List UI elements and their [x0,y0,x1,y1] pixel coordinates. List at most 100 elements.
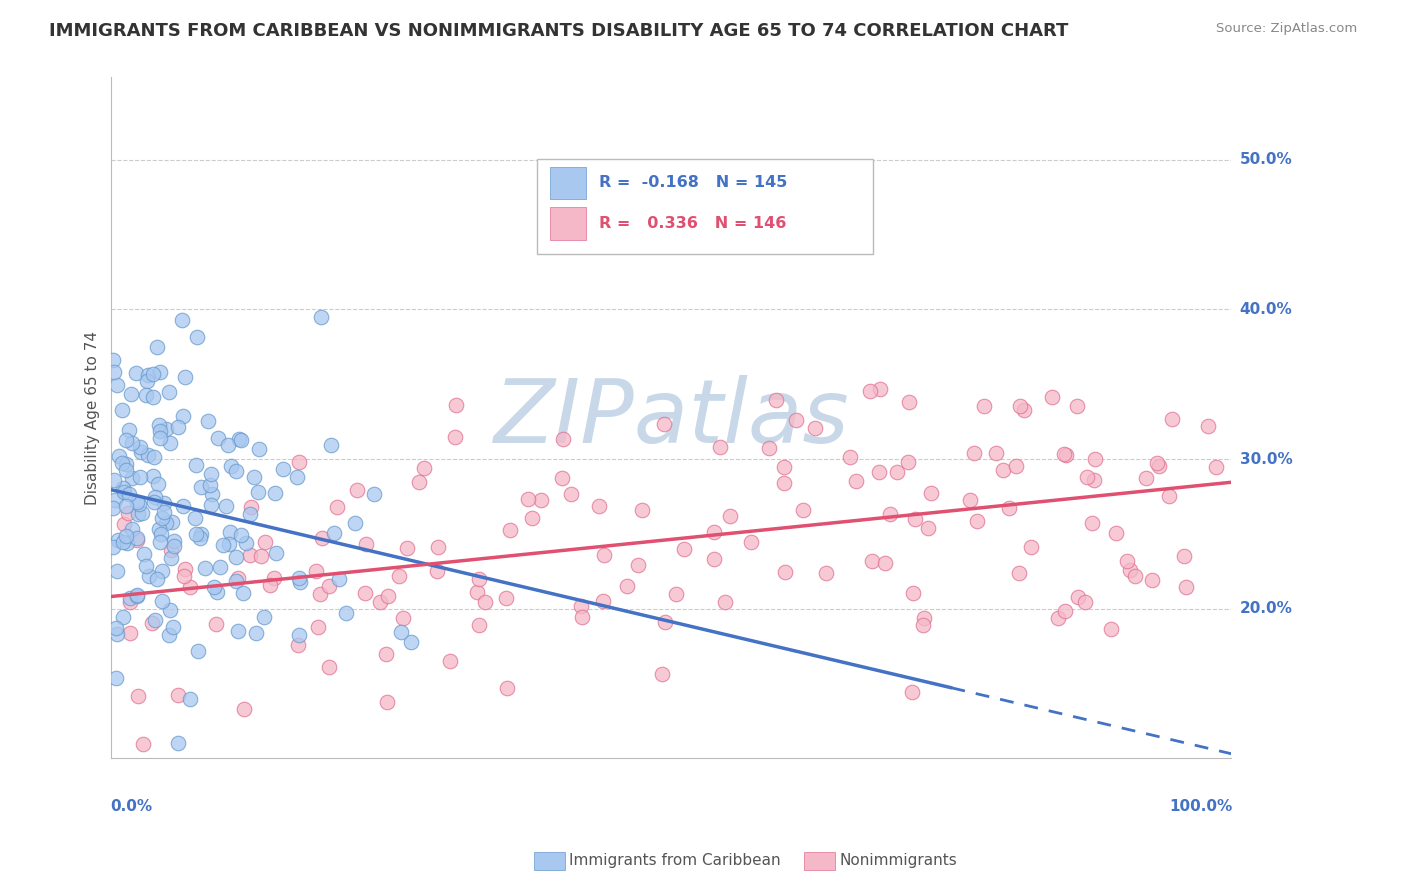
Point [143,613,166,627]
Point [127,507,149,521]
Point [111,610,134,624]
Point [163,540,186,554]
Point [468,618,491,632]
Point [253,534,276,549]
Point [408,475,430,489]
Point [145,340,167,354]
Point [520,511,543,525]
Point [128,497,150,511]
Point [149,424,172,438]
Point [142,390,165,404]
Point [399,635,422,649]
Point [911,618,934,632]
Point [966,514,988,528]
Point [912,611,935,625]
Point [551,471,574,485]
Text: 100.0%: 100.0% [1170,799,1233,814]
Point [897,455,920,469]
Point [897,395,920,409]
Point [120,387,142,401]
Point [111,534,134,549]
Point [259,578,281,592]
Point [323,526,346,541]
Point [228,432,250,446]
Point [1084,451,1107,466]
Point [115,500,138,514]
Point [121,470,143,484]
Point [108,449,131,463]
Point [263,486,285,500]
Point [121,435,143,450]
Text: 40.0%: 40.0% [1240,301,1292,317]
Point [207,431,229,445]
Point [160,551,183,566]
Text: Immigrants from Caribbean: Immigrants from Caribbean [569,854,782,868]
Point [426,564,449,578]
Point [120,625,142,640]
Point [247,442,270,456]
Point [305,564,328,578]
Point [184,527,207,541]
Point [219,525,242,540]
Point [150,594,173,608]
Point [172,409,194,423]
Point [172,499,194,513]
Point [184,510,207,524]
Point [499,523,522,537]
Point [167,736,190,750]
Point [135,388,157,402]
Point [187,644,209,658]
Point [389,624,412,639]
Point [150,511,173,525]
Point [103,353,125,368]
Point [143,495,166,509]
Point [239,548,262,562]
Point [205,617,228,632]
Point [245,626,267,640]
Point [1040,390,1063,404]
Point [149,365,172,379]
Point [103,365,125,379]
Point [468,572,491,586]
Point [271,462,294,476]
Point [1197,418,1219,433]
Point [104,492,127,507]
Point [233,702,256,716]
Point [631,503,654,517]
Point [354,536,377,550]
Point [152,505,174,519]
Point [530,492,553,507]
Point [225,464,247,478]
Point [200,467,222,481]
Point [592,594,614,608]
Point [264,546,287,560]
Point [239,508,262,522]
Point [184,458,207,472]
Point [136,448,159,462]
Point [1008,566,1031,581]
Point [920,486,942,500]
Point [1076,470,1098,484]
Point [118,423,141,437]
Point [319,438,342,452]
Point [103,473,125,487]
Point [288,628,311,642]
Point [654,615,676,629]
Point [1174,580,1197,594]
Point [772,460,794,475]
Text: ZIPatlas: ZIPatlas [494,375,849,461]
Point [179,692,201,706]
Point [263,571,285,585]
Point [104,622,127,636]
Point [129,440,152,454]
Point [773,565,796,579]
Point [159,436,181,450]
Point [121,522,143,536]
Text: IMMIGRANTS FROM CARIBBEAN VS NONIMMIGRANTS DISABILITY AGE 65 TO 74 CORRELATION C: IMMIGRANTS FROM CARIBBEAN VS NONIMMIGRAN… [49,22,1069,40]
Point [101,540,124,554]
Point [1104,526,1126,541]
Point [344,516,367,531]
Point [235,535,257,549]
Point [963,445,986,459]
Point [1012,403,1035,417]
